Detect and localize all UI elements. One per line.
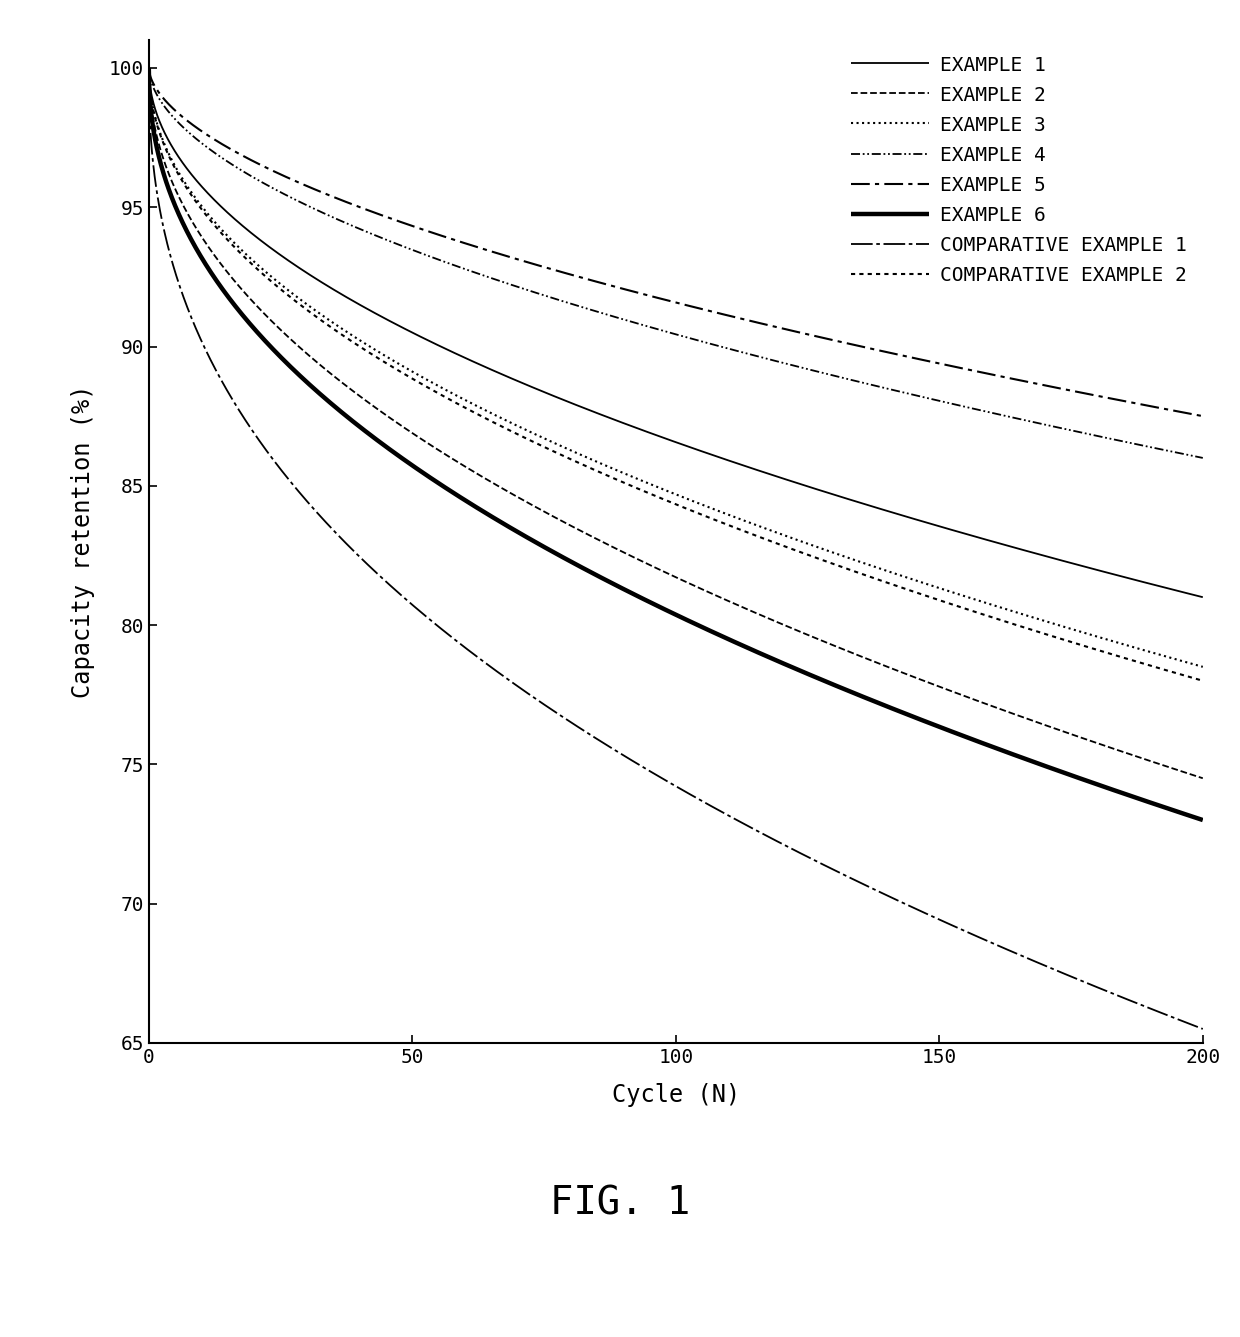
X-axis label: Cycle (N): Cycle (N) [611, 1083, 740, 1107]
Y-axis label: Capacity retention (%): Capacity retention (%) [71, 385, 94, 698]
Legend: EXAMPLE 1, EXAMPLE 2, EXAMPLE 3, EXAMPLE 4, EXAMPLE 5, EXAMPLE 6, COMPARATIVE EX: EXAMPLE 1, EXAMPLE 2, EXAMPLE 3, EXAMPLE… [846, 49, 1193, 291]
Text: FIG. 1: FIG. 1 [549, 1185, 691, 1222]
